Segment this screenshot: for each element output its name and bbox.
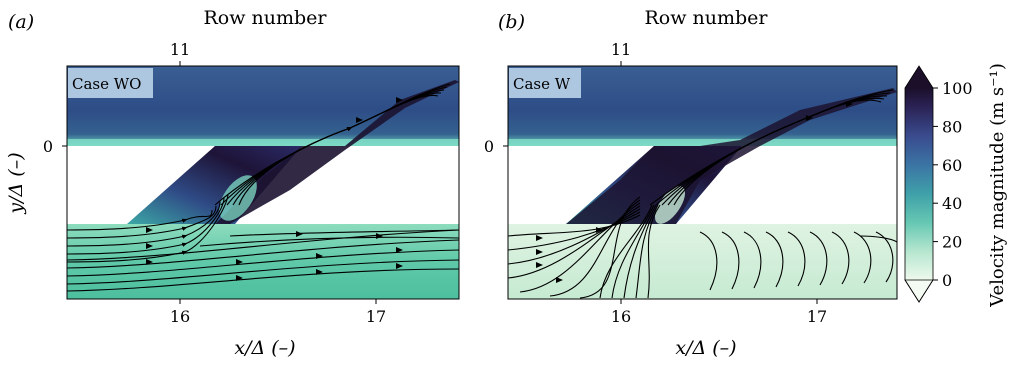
streamline bbox=[853, 231, 872, 284]
streamline-arrow bbox=[376, 233, 383, 239]
streamline-arrow bbox=[236, 275, 243, 281]
streamline bbox=[67, 197, 225, 255]
streamline-arrow bbox=[846, 101, 853, 107]
colorbar-bottom-extend bbox=[904, 279, 934, 303]
streamline bbox=[673, 99, 882, 206]
colorbar-tick-label: 80 bbox=[942, 117, 962, 136]
streamline bbox=[508, 214, 641, 237]
streamline bbox=[508, 208, 641, 265]
colorbar-gradient bbox=[905, 88, 933, 280]
panel-a-xtick-label-16: 16 bbox=[170, 307, 190, 326]
streamline bbox=[67, 268, 459, 292]
streamline-arrow bbox=[806, 115, 813, 121]
streamline bbox=[67, 249, 459, 277]
streamline bbox=[67, 209, 213, 231]
panel-b-ytick-label: 0 bbox=[484, 137, 494, 156]
streamline bbox=[67, 259, 459, 285]
panel-a-streamlines bbox=[67, 83, 459, 292]
panel-a-ytick-label: 0 bbox=[43, 137, 53, 156]
streamline bbox=[508, 205, 641, 279]
streamline-arrow bbox=[396, 263, 403, 269]
streamline-arrow bbox=[536, 249, 543, 255]
streamline bbox=[199, 236, 459, 247]
streamline bbox=[67, 193, 229, 263]
streamline bbox=[831, 231, 850, 285]
panel-b: Case W (b) Row number 11 0 16 17 x/Δ (–) bbox=[484, 7, 898, 359]
colorbar-tick-label: 20 bbox=[942, 233, 962, 252]
streamline bbox=[67, 201, 221, 247]
streamline-arrow bbox=[596, 227, 603, 233]
panel-b-streamlines bbox=[508, 89, 897, 299]
streamline bbox=[229, 229, 459, 237]
panel-b-case-label: Case W bbox=[513, 75, 571, 93]
colorbar-tick-label: 0 bbox=[942, 271, 952, 290]
streamline bbox=[67, 239, 459, 269]
streamline-arrow bbox=[146, 243, 153, 249]
panel-b-xtick-label-16: 16 bbox=[611, 307, 631, 326]
streamline bbox=[743, 231, 762, 289]
panel-b-xtick-label-17: 17 bbox=[807, 307, 827, 326]
panel-b-label: (b) bbox=[498, 11, 525, 33]
panel-b-frame bbox=[507, 65, 898, 300]
streamline bbox=[238, 94, 439, 206]
streamline-arrow bbox=[356, 117, 363, 123]
streamline bbox=[809, 231, 828, 286]
panel-a-ylabel: y/Δ (–) bbox=[5, 152, 27, 214]
colorbar-tick-label: 60 bbox=[942, 156, 962, 175]
panel-b-field bbox=[508, 66, 897, 299]
panel-a-xlabel: x/Δ (–) bbox=[234, 337, 295, 359]
colorbar-tick-label: 40 bbox=[942, 194, 962, 213]
streamline bbox=[599, 204, 653, 299]
colorbar-tick-label: 100 bbox=[942, 79, 973, 98]
streamline bbox=[787, 231, 806, 287]
streamline bbox=[765, 231, 784, 288]
streamline bbox=[611, 204, 655, 299]
streamline bbox=[635, 204, 659, 299]
panel-b-case-box bbox=[509, 68, 581, 98]
panel-a-xtick-label-17: 17 bbox=[366, 307, 386, 326]
colorbar-top-extend bbox=[905, 66, 933, 88]
streamline bbox=[647, 204, 661, 299]
streamline-arrow bbox=[396, 247, 403, 253]
streamline bbox=[623, 204, 657, 299]
streamline-arrow bbox=[316, 269, 323, 275]
streamline-arrow bbox=[296, 231, 303, 237]
streamline-arrow bbox=[146, 259, 153, 265]
colorbar: 0 20 40 60 80 100 Velocity magnitude (m s⁻¹) bbox=[904, 63, 1008, 308]
streamline bbox=[549, 199, 641, 297]
streamline-arrow bbox=[536, 262, 543, 268]
streamline-arrow bbox=[536, 235, 543, 241]
streamline bbox=[859, 235, 897, 243]
streamline bbox=[699, 231, 718, 291]
panel-a-top-tick-label: 11 bbox=[170, 40, 190, 59]
streamline-arrow bbox=[236, 259, 243, 265]
panel-a-case-label: Case WO bbox=[72, 75, 141, 93]
panel-a-case-box bbox=[68, 68, 153, 98]
panel-a-top-xlabel: Row number bbox=[203, 7, 327, 29]
panel-a-frame bbox=[66, 65, 460, 300]
streamline bbox=[508, 211, 641, 251]
streamline bbox=[721, 231, 740, 290]
colorbar-ticks: 0 20 40 60 80 100 bbox=[933, 79, 973, 290]
streamline bbox=[875, 231, 894, 283]
panel-b-xlabel: x/Δ (–) bbox=[675, 337, 736, 359]
streamline bbox=[67, 205, 217, 239]
panel-b-top-tick-label: 11 bbox=[611, 40, 631, 59]
streamline-arrow bbox=[396, 97, 403, 103]
streamline bbox=[579, 196, 641, 299]
streamline-arrow bbox=[556, 277, 563, 283]
panel-a-label: (a) bbox=[8, 11, 34, 33]
panel-b-top-xlabel: Row number bbox=[644, 7, 768, 29]
streamline-arrow bbox=[316, 253, 323, 259]
colorbar-label: Velocity magnitude (m s⁻¹) bbox=[987, 63, 1008, 308]
streamline-arrow bbox=[146, 227, 153, 233]
streamline bbox=[519, 202, 641, 293]
panel-a: Case WO (a) Row number 11 0 y/Δ (–) 16 1… bbox=[5, 7, 460, 359]
streamline bbox=[67, 229, 459, 261]
